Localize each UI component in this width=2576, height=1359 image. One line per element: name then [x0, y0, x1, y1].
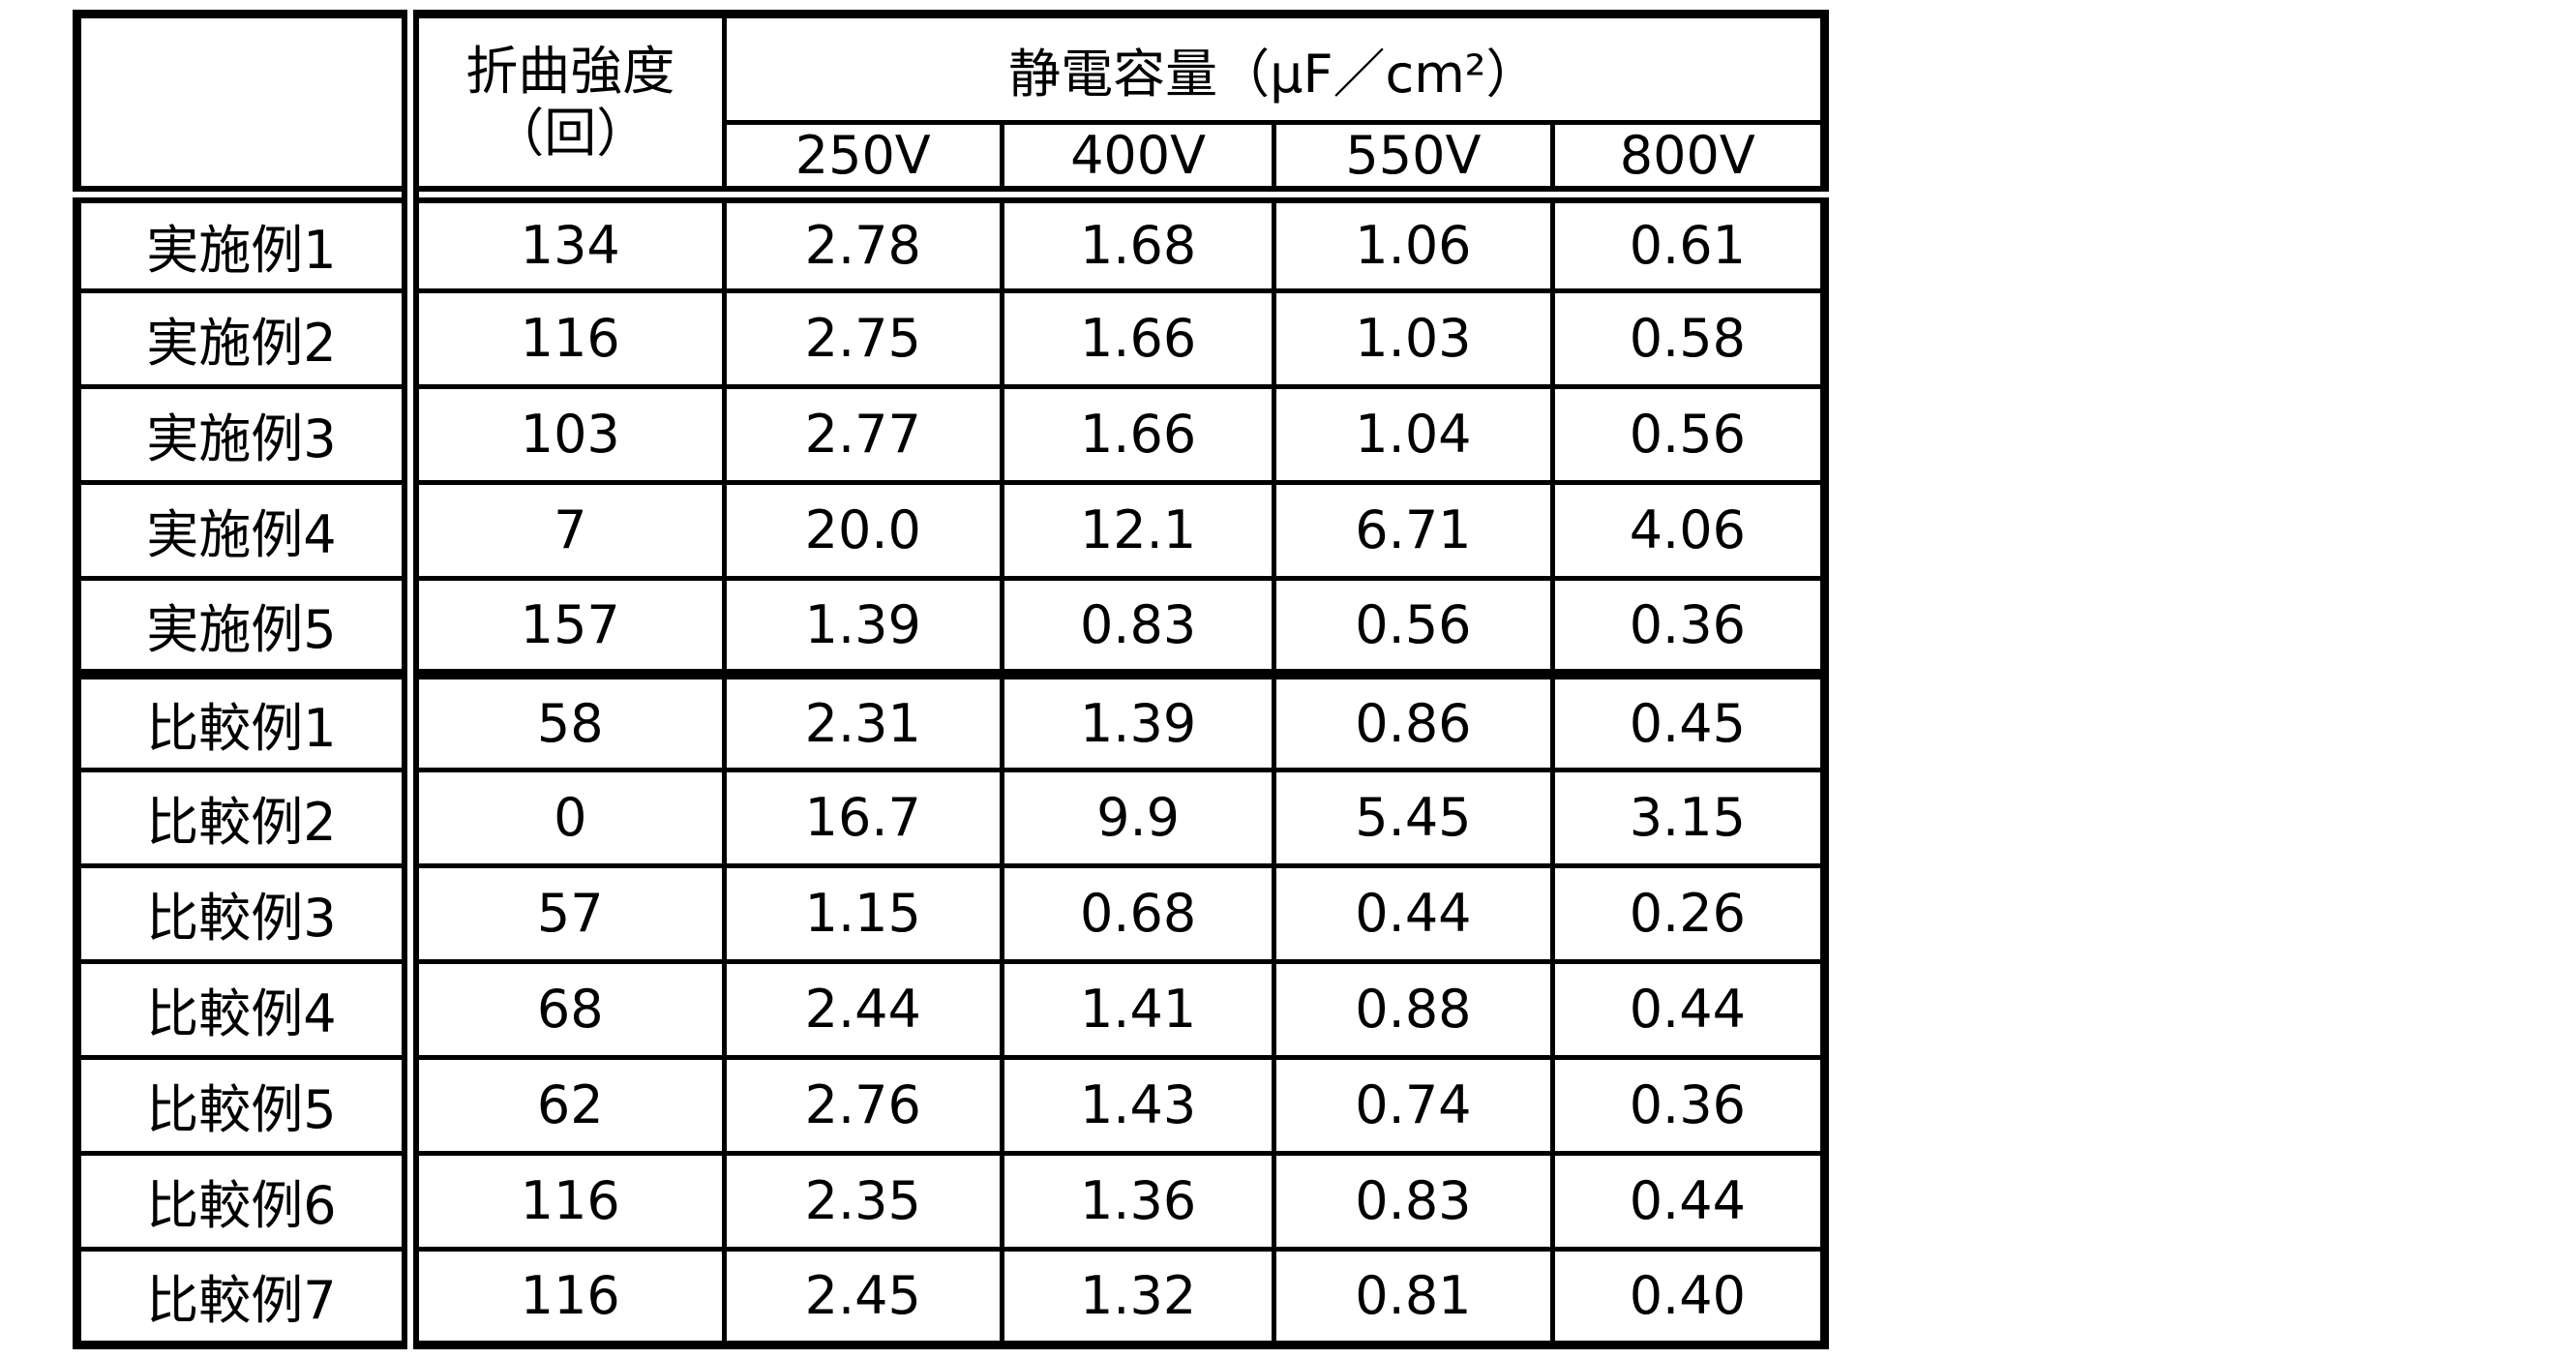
capacitance-cell-550v: 1.03 [1272, 287, 1555, 389]
capacitance-cell-800v: 0.36 [1549, 1054, 1828, 1156]
bend-strength-cell: 116 [401, 1150, 727, 1252]
capacitance-cell-400v: 1.66 [999, 383, 1277, 485]
capacitance-cell-400v: 1.41 [999, 958, 1277, 1060]
capacitance-cell-250v: 2.76 [721, 1054, 1004, 1156]
capacitance-cell-550v: 0.88 [1272, 958, 1555, 1060]
capacitance-cell-800v: 4.06 [1549, 479, 1828, 581]
row-label: 比較例2 [74, 767, 413, 868]
capacitance-cell-250v: 1.39 [721, 575, 1004, 677]
bend-strength-cell: 7 [401, 479, 727, 581]
capacitance-cell-250v: 20.0 [721, 479, 1004, 581]
table-row-comparative-5: 比較例5 62 2.76 1.43 0.74 0.36 [74, 1054, 1828, 1156]
row-label: 実施例1 [74, 186, 413, 293]
capacitance-cell-800v: 0.58 [1549, 287, 1828, 389]
capacitance-cell-250v: 2.78 [721, 186, 1004, 293]
capacitance-cell-550v: 0.83 [1272, 1150, 1555, 1252]
capacitance-cell-550v: 6.71 [1272, 479, 1555, 581]
bend-strength-cell: 58 [401, 668, 727, 772]
table-row-example-2: 実施例2 116 2.75 1.66 1.03 0.58 [74, 287, 1828, 389]
capacitance-cell-800v: 0.40 [1549, 1246, 1828, 1347]
bend-strength-header-line2: （回） [492, 102, 649, 164]
bend-strength-cell: 116 [401, 287, 727, 389]
capacitance-header: 静電容量（μF／cm²） [721, 12, 1828, 125]
bend-strength-cell: 134 [401, 186, 727, 293]
bend-strength-cell: 0 [401, 767, 727, 868]
capacitance-cell-400v: 1.66 [999, 287, 1277, 389]
capacitance-cell-250v: 2.45 [721, 1246, 1004, 1347]
row-label: 実施例3 [74, 383, 413, 485]
capacitance-cell-400v: 1.39 [999, 668, 1277, 772]
row-label: 比較例4 [74, 958, 413, 1060]
results-table: 折曲強度 （回） 静電容量（μF／cm²） 250V 400V 550V 800… [73, 10, 1829, 1349]
capacitance-cell-250v: 2.35 [721, 1150, 1004, 1252]
capacitance-cell-400v: 0.83 [999, 575, 1277, 677]
voltage-header-550v: 550V [1272, 120, 1555, 197]
capacitance-cell-250v: 1.15 [721, 862, 1004, 964]
bend-strength-cell: 62 [401, 1054, 727, 1156]
voltage-header-400v: 400V [999, 120, 1277, 197]
capacitance-cell-400v: 1.43 [999, 1054, 1277, 1156]
row-label: 比較例3 [74, 862, 413, 964]
table-row-comparative-3: 比較例3 57 1.15 0.68 0.44 0.26 [74, 862, 1828, 964]
capacitance-cell-400v: 1.36 [999, 1150, 1277, 1252]
row-label: 実施例5 [74, 575, 413, 677]
capacitance-cell-800v: 0.26 [1549, 862, 1828, 964]
table-row-comparative-2: 比較例2 0 16.7 9.9 5.45 3.15 [74, 767, 1828, 868]
table-row-comparative-4: 比較例4 68 2.44 1.41 0.88 0.44 [74, 958, 1828, 1060]
row-label: 実施例4 [74, 479, 413, 581]
bend-strength-cell: 116 [401, 1246, 727, 1347]
capacitance-cell-250v: 2.75 [721, 287, 1004, 389]
bend-strength-header: 折曲強度 （回） [401, 12, 727, 197]
capacitance-cell-800v: 0.44 [1549, 1150, 1828, 1252]
header-row-top: 折曲強度 （回） 静電容量（μF／cm²） [74, 12, 1828, 197]
table-row-example-4: 実施例4 7 20.0 12.1 6.71 4.06 [74, 479, 1828, 581]
capacitance-cell-400v: 1.68 [999, 186, 1277, 293]
capacitance-cell-400v: 9.9 [999, 767, 1277, 868]
capacitance-cell-550v: 1.06 [1272, 186, 1555, 293]
voltage-header-250v: 250V [721, 120, 1004, 197]
capacitance-cell-250v: 2.44 [721, 958, 1004, 1060]
bend-strength-header-line1: 折曲強度 [465, 40, 675, 102]
row-label: 比較例6 [74, 1150, 413, 1252]
bend-strength-cell: 103 [401, 383, 727, 485]
bend-strength-cell: 68 [401, 958, 727, 1060]
capacitance-cell-400v: 1.32 [999, 1246, 1277, 1347]
capacitance-cell-800v: 0.45 [1549, 668, 1828, 772]
capacitance-cell-250v: 2.31 [721, 668, 1004, 772]
capacitance-cell-800v: 0.56 [1549, 383, 1828, 485]
capacitance-cell-400v: 0.68 [999, 862, 1277, 964]
capacitance-cell-250v: 16.7 [721, 767, 1004, 868]
capacitance-cell-550v: 0.81 [1272, 1246, 1555, 1347]
capacitance-cell-800v: 0.36 [1549, 575, 1828, 677]
capacitance-cell-400v: 12.1 [999, 479, 1277, 581]
corner-cell [74, 12, 413, 197]
capacitance-cell-550v: 0.74 [1272, 1054, 1555, 1156]
bend-strength-cell: 57 [401, 862, 727, 964]
table-row-example-3: 実施例3 103 2.77 1.66 1.04 0.56 [74, 383, 1828, 485]
capacitance-cell-550v: 0.44 [1272, 862, 1555, 964]
row-label: 実施例2 [74, 287, 413, 389]
capacitance-cell-550v: 5.45 [1272, 767, 1555, 868]
bend-strength-cell: 157 [401, 575, 727, 677]
row-label: 比較例1 [74, 668, 413, 772]
table-row-comparative-6: 比較例6 116 2.35 1.36 0.83 0.44 [74, 1150, 1828, 1252]
row-label: 比較例5 [74, 1054, 413, 1156]
voltage-header-800v: 800V [1549, 120, 1828, 197]
capacitance-cell-800v: 3.15 [1549, 767, 1828, 868]
table-row-example-1: 実施例1 134 2.78 1.68 1.06 0.61 [74, 186, 1828, 293]
capacitance-cell-550v: 0.86 [1272, 668, 1555, 772]
capacitance-cell-250v: 2.77 [721, 383, 1004, 485]
capacitance-cell-550v: 1.04 [1272, 383, 1555, 485]
table-row-comparative-7: 比較例7 116 2.45 1.32 0.81 0.40 [74, 1246, 1828, 1347]
table-row-comparative-1: 比較例1 58 2.31 1.39 0.86 0.45 [74, 668, 1828, 772]
capacitance-cell-800v: 0.61 [1549, 186, 1828, 293]
capacitance-cell-550v: 0.56 [1272, 575, 1555, 677]
row-label: 比較例7 [74, 1246, 413, 1347]
capacitance-cell-800v: 0.44 [1549, 958, 1828, 1060]
table-row-example-5: 実施例5 157 1.39 0.83 0.56 0.36 [74, 575, 1828, 677]
header-row-voltages: 250V 400V 550V 800V [77, 120, 1828, 197]
